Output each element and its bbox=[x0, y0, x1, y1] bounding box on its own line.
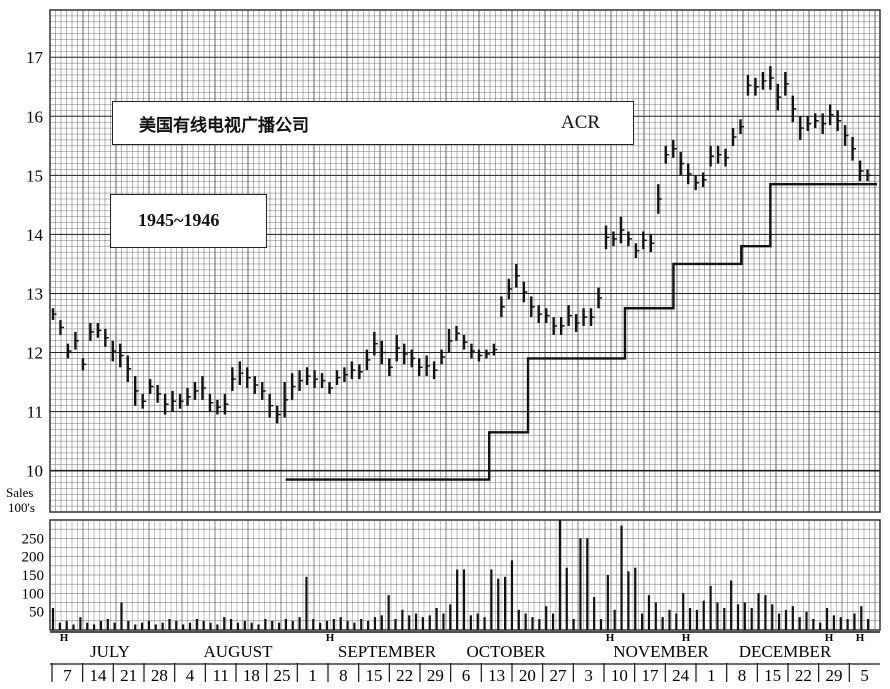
holiday-mark: H bbox=[326, 632, 335, 644]
price-tick-label: 17 bbox=[26, 48, 44, 67]
holiday-mark: H bbox=[856, 632, 865, 644]
company-name: 美国有线电视广播公司 bbox=[139, 116, 309, 136]
week-label: 7 bbox=[63, 666, 72, 685]
week-label: 29 bbox=[427, 666, 444, 685]
price-tick-label: 14 bbox=[26, 225, 44, 244]
month-label: NOVEMBER bbox=[613, 642, 709, 661]
volume-ylabel-line1: Sales bbox=[6, 485, 33, 500]
week-label: 27 bbox=[550, 666, 568, 685]
month-label: JULY bbox=[90, 642, 130, 661]
month-label: DECEMBER bbox=[739, 642, 832, 661]
price-tick-label: 16 bbox=[26, 107, 43, 126]
week-label: 29 bbox=[826, 666, 843, 685]
week-label: 22 bbox=[396, 666, 413, 685]
step-line-path bbox=[285, 183, 877, 481]
month-label: OCTOBER bbox=[466, 642, 546, 661]
price-tick-label: 13 bbox=[26, 284, 43, 303]
time-axis: H H H H H H JULY AUGUST SEPTEMBER OCTOBER NOVEMBER… bbox=[50, 631, 880, 685]
price-tick-label: 12 bbox=[26, 344, 43, 363]
week-label: 25 bbox=[274, 666, 291, 685]
week-label: 20 bbox=[519, 666, 536, 685]
week-label: 28 bbox=[151, 666, 168, 685]
week-label: 8 bbox=[738, 666, 747, 685]
price-tick-label: 11 bbox=[27, 403, 43, 422]
month-label: AUGUST bbox=[204, 642, 274, 661]
volume-tick-label: 100 bbox=[22, 586, 45, 602]
week-label: 5 bbox=[860, 666, 869, 685]
week-label: 6 bbox=[462, 666, 471, 685]
week-label: 11 bbox=[212, 666, 228, 685]
volume-y-ticks: 50 100 150 200 250 bbox=[22, 531, 45, 620]
week-label: 1 bbox=[707, 666, 716, 685]
week-label: 17 bbox=[642, 666, 660, 685]
month-label: SEPTEMBER bbox=[338, 642, 437, 661]
week-label: 15 bbox=[366, 666, 383, 685]
week-label: 10 bbox=[611, 666, 628, 685]
price-y-ticks: 10 11 12 13 14 15 16 17 bbox=[26, 48, 44, 480]
week-label: 8 bbox=[339, 666, 348, 685]
week-label: 21 bbox=[120, 666, 137, 685]
holiday-mark: H bbox=[60, 632, 69, 644]
volume-tick-label: 200 bbox=[22, 550, 45, 566]
price-bars bbox=[51, 66, 872, 424]
holiday-mark: H bbox=[606, 632, 615, 644]
price-panel-frame bbox=[49, 9, 881, 513]
volume-tick-label: 50 bbox=[29, 605, 44, 621]
volume-tick-label: 150 bbox=[22, 568, 45, 584]
week-label: 22 bbox=[795, 666, 812, 685]
week-label: 3 bbox=[584, 666, 593, 685]
week-label: 15 bbox=[764, 666, 781, 685]
holiday-mark: H bbox=[682, 632, 691, 644]
ticker-symbol: ACR bbox=[561, 112, 601, 133]
week-label: 18 bbox=[243, 666, 260, 685]
week-label: 14 bbox=[90, 666, 108, 685]
period-label: 1945~1946 bbox=[138, 210, 220, 230]
title-box: 美国有线电视广播公司 ACR bbox=[112, 101, 634, 145]
week-label: 1 bbox=[308, 666, 317, 685]
holiday-mark: H bbox=[825, 632, 834, 644]
week-label: 4 bbox=[186, 666, 195, 685]
volume-ylabel-line2: 100's bbox=[8, 500, 35, 515]
volume-bars bbox=[51, 520, 870, 630]
price-tick-label: 10 bbox=[26, 462, 43, 481]
weekly-step-line bbox=[285, 183, 877, 481]
week-label: 24 bbox=[672, 666, 690, 685]
week-label: 13 bbox=[488, 666, 505, 685]
price-tick-label: 15 bbox=[26, 166, 43, 185]
volume-tick-label: 250 bbox=[22, 531, 45, 547]
period-box: 1945~1946 bbox=[110, 194, 267, 248]
